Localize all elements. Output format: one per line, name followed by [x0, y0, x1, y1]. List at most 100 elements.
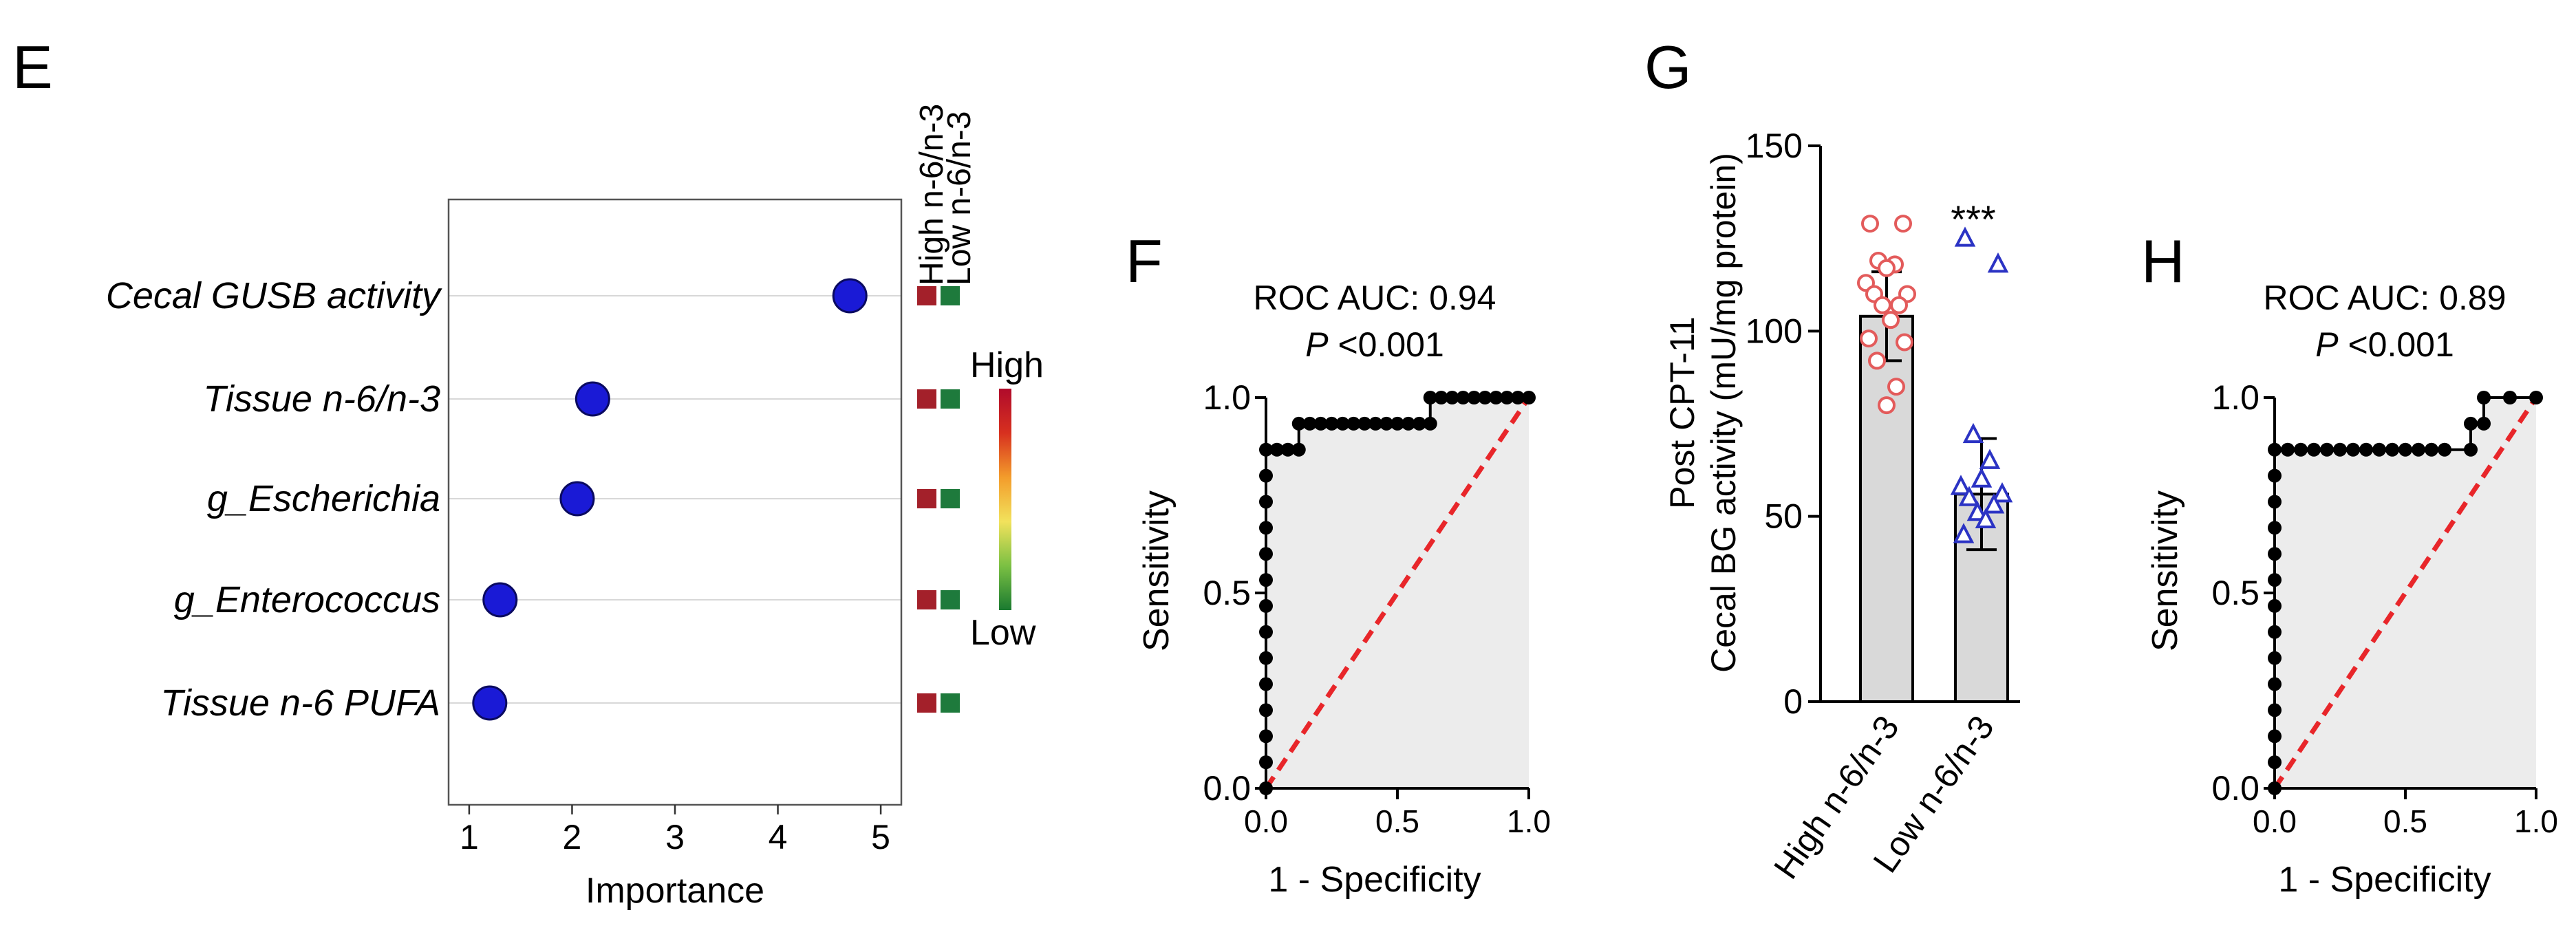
- e-cell-low: [941, 590, 960, 609]
- roc-x-tick-label: 0.0: [2253, 803, 2297, 839]
- roc-point: [2503, 391, 2517, 404]
- g-y-axis-label-line2: Cecal BG activity (mU/mg protein): [1704, 153, 1743, 673]
- roc-y-tick-label: 0.0: [1203, 769, 1251, 808]
- panel-label-g: G: [1644, 33, 1691, 101]
- g-point-low: [1954, 226, 1976, 247]
- g-point-high: [1882, 311, 1900, 329]
- e-feature-label: Tissue n-6/n-3: [203, 378, 440, 420]
- e-cell-high: [917, 693, 936, 713]
- roc-point: [1489, 391, 1503, 404]
- g-y-tick-label: 0: [1783, 682, 1803, 721]
- roc-point: [2372, 442, 2386, 457]
- e-feature-label: Cecal GUSB activity: [106, 275, 442, 316]
- g-y-tick-label: 50: [1764, 497, 1803, 536]
- e-feature-label: g_Escherichia: [207, 478, 440, 519]
- e-scale-low-label: Low: [970, 613, 1036, 653]
- e-cell-high: [917, 389, 936, 409]
- roc-y-tick-label: 0.5: [1203, 574, 1251, 612]
- e-x-tick-label: 2: [563, 818, 582, 856]
- e-color-scale-bar: [999, 389, 1011, 610]
- roc-x-tick-label: 0.5: [2383, 803, 2427, 839]
- roc-y-tick-label: 1.0: [2211, 378, 2260, 417]
- roc-chart-h: ROC AUC: 0.89 P <0.001 0.0 0.5 1.0 0.0 0.5 1.…: [2145, 279, 2558, 900]
- roc-point: [1324, 416, 1339, 431]
- e-cell-low: [941, 489, 960, 508]
- e-x-tick-label: 4: [769, 818, 788, 856]
- roc-point: [2320, 442, 2334, 457]
- roc-point: [1269, 442, 1284, 457]
- g-point-low: [1966, 500, 1988, 521]
- e-feature-label: g_Enterococcus: [174, 579, 440, 620]
- h-auc-annotation: ROC AUC: 0.89: [2264, 279, 2507, 317]
- roc-y-tick-label: 0.5: [2211, 574, 2260, 612]
- e-group-label-high: High n-6/n-3: [914, 104, 950, 285]
- g-point-low: [1962, 422, 1984, 444]
- roc-point: [1291, 442, 1306, 457]
- h-x-axis-label: 1 - Specificity: [2278, 860, 2491, 900]
- e-cell-high: [917, 590, 936, 609]
- panel-label-e: E: [12, 33, 53, 101]
- roc-point: [1522, 391, 1536, 404]
- f-plot-area: 0.0 0.5 1.0 0.0 0.5 1.0: [1203, 378, 1550, 839]
- e-data-point: [575, 381, 610, 417]
- e-data-point: [482, 582, 518, 618]
- e-group-cells: [917, 286, 960, 713]
- e-cell-high: [917, 489, 936, 508]
- roc-point: [1511, 391, 1525, 404]
- roc-point: [1478, 391, 1492, 404]
- roc-point: [2281, 442, 2295, 457]
- g-y-tick-label: 150: [1746, 127, 1803, 165]
- roc-point: [2294, 442, 2308, 457]
- g-point-low: [1983, 493, 2005, 514]
- roc-x-tick-label: 1.0: [2514, 803, 2558, 839]
- roc-point: [1313, 416, 1328, 431]
- roc-point: [2333, 442, 2347, 457]
- e-scale-high-label: High: [970, 345, 1044, 385]
- roc-point: [1280, 442, 1295, 457]
- roc-point: [1423, 416, 1437, 431]
- roc-point: [1368, 416, 1383, 431]
- roc-chart-f: ROC AUC: 0.94 P <0.001 0.0 0.5 1.0 0.0 0.5 1.…: [1137, 279, 1551, 900]
- g-point-high: [1874, 296, 1891, 314]
- g-point-low: [1971, 467, 1993, 488]
- roc-point: [1401, 416, 1415, 431]
- e-x-tick-label: 3: [665, 818, 685, 856]
- f-x-axis-label: 1 - Specificity: [1268, 860, 1481, 900]
- roc-point: [2307, 442, 2321, 457]
- roc-point: [2385, 442, 2399, 457]
- roc-point: [1335, 416, 1350, 431]
- roc-reference-line: [1264, 396, 1531, 790]
- g-point-high: [1860, 329, 1878, 348]
- h-y-axis-label: Sensitivity: [2145, 490, 2185, 651]
- g-point-low: [1958, 486, 1980, 506]
- roc-reference-line: [2273, 396, 2538, 790]
- g-point-high: [1878, 259, 1896, 277]
- roc-point: [1500, 391, 1514, 404]
- g-point-low: [1953, 523, 1975, 543]
- roc-point: [2529, 391, 2543, 404]
- roc-point: [2398, 442, 2412, 457]
- roc-point: [2359, 442, 2373, 457]
- e-gridlines: [449, 295, 901, 704]
- roc-point: [1423, 391, 1437, 404]
- e-cell-low: [941, 693, 960, 713]
- g-point-high: [1896, 333, 1913, 352]
- e-data-point: [559, 481, 595, 517]
- roc-point: [2477, 416, 2491, 431]
- g-point-high: [1878, 396, 1896, 415]
- g-point-high: [1868, 352, 1886, 370]
- roc-point: [1434, 391, 1448, 404]
- e-x-tick-label: 1: [460, 818, 479, 856]
- e-points: [472, 278, 868, 721]
- panel-label-h: H: [2141, 227, 2185, 295]
- g-y-axis-label-line1: Post CPT-11: [1663, 316, 1702, 509]
- roc-point: [1391, 416, 1404, 431]
- roc-point: [1357, 416, 1372, 431]
- roc-point: [2346, 442, 2360, 457]
- e-cell-low: [941, 286, 960, 305]
- h-p-value: P <0.001: [2315, 325, 2454, 364]
- g-point-low: [1979, 448, 2001, 469]
- e-data-point: [472, 685, 508, 721]
- roc-point: [2464, 416, 2478, 431]
